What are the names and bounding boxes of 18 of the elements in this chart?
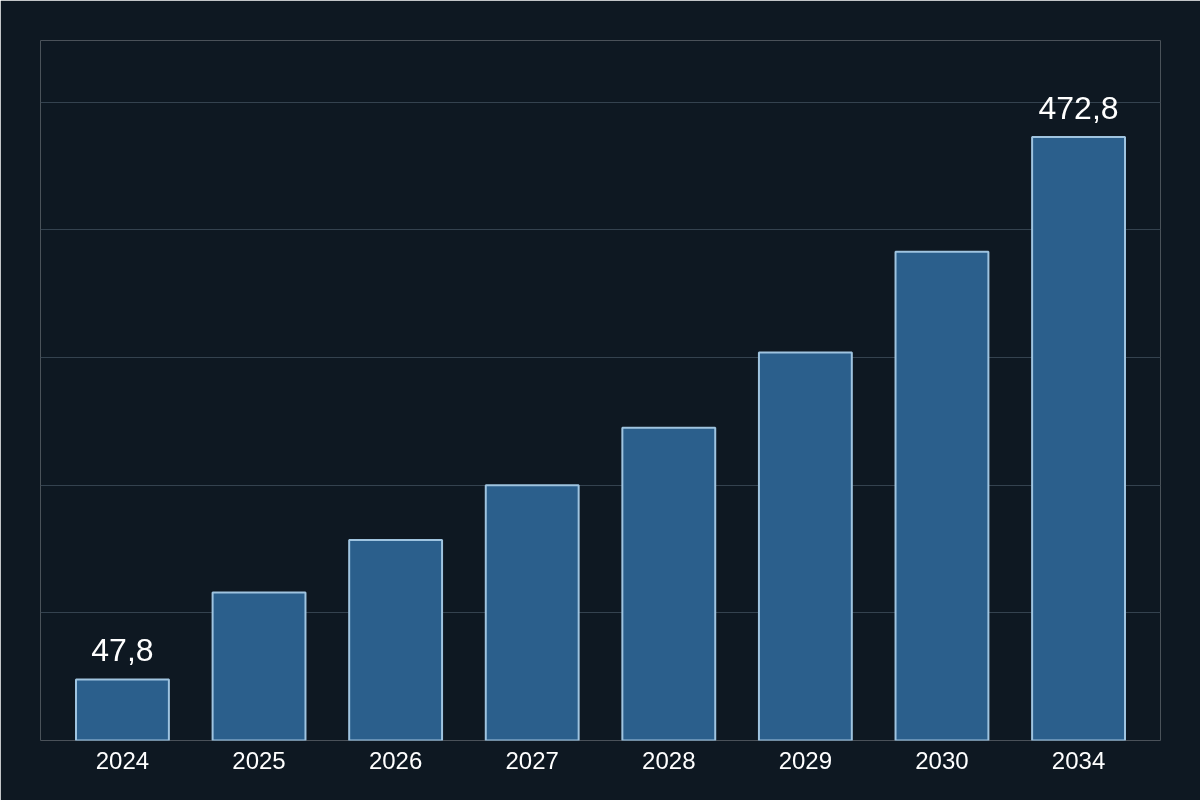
bar bbox=[894, 250, 990, 741]
x-tick-label: 2026 bbox=[368, 746, 423, 774]
x-tick-label: 2030 bbox=[915, 746, 969, 774]
bar bbox=[621, 426, 717, 741]
x-tick-label: 2024 bbox=[95, 746, 150, 774]
x-tick-label: 2028 bbox=[642, 746, 696, 774]
x-tick-label: 2034 bbox=[1051, 746, 1106, 774]
bar bbox=[75, 678, 170, 741]
bar bbox=[348, 539, 444, 741]
x-tick-label: 2029 bbox=[778, 746, 833, 774]
bar bbox=[1031, 136, 1126, 741]
bar bbox=[211, 591, 307, 741]
x-tick-label: 2025 bbox=[232, 746, 286, 774]
data-label: 47,8 bbox=[91, 632, 154, 669]
x-tick-label: 2027 bbox=[505, 746, 559, 774]
bar bbox=[484, 484, 580, 741]
data-label: 472,8 bbox=[1038, 89, 1119, 126]
bar bbox=[757, 351, 853, 741]
